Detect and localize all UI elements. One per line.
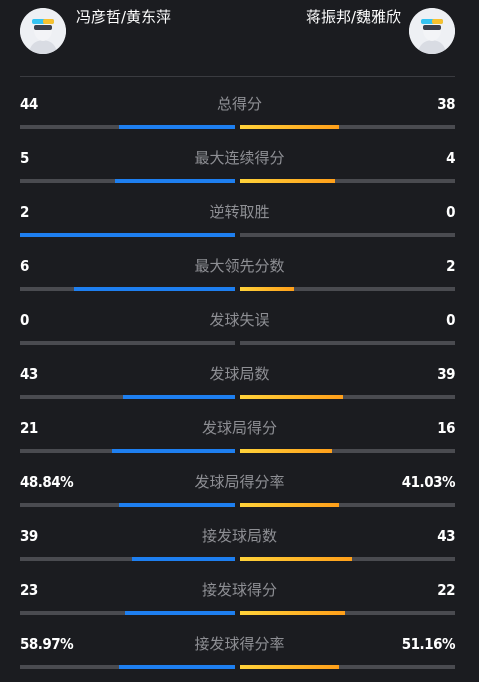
stat-right-bar-track (240, 611, 455, 615)
stat-left-value: 6 (20, 257, 29, 275)
stat-right-bar-track (240, 341, 455, 345)
stats-list: 44 总得分 38 5 最大连续得分 4 2 逆转取胜 0 6 最大领先分数 2 0 发球失误 0 43 发球局… (0, 84, 479, 678)
stat-left-value: 5 (20, 149, 29, 167)
stat-label: 接发球得分 (201, 581, 277, 599)
stat-right-value: 4 (446, 149, 455, 167)
stat-right-value: 41.03% (401, 473, 456, 491)
stat-left-value: 23 (20, 581, 38, 599)
stat-right-bar-fill (240, 179, 335, 183)
stat-row: 6 最大领先分数 2 (0, 246, 479, 300)
stat-row: 21 发球局得分 16 (0, 408, 479, 462)
stat-row: 23 接发球得分 22 (0, 570, 479, 624)
stat-right-bar-track (240, 665, 455, 669)
stat-left-bar-fill (20, 233, 235, 237)
stat-row: 43 发球局数 39 (0, 354, 479, 408)
stat-label: 发球局数 (209, 365, 270, 383)
match-header: 冯彦哲/黄东萍 蒋振邦/魏雅欣 (0, 0, 479, 76)
stat-right-value: 16 (437, 419, 455, 437)
stat-right-bar-fill (240, 611, 345, 615)
stat-left-bar-track (20, 341, 235, 345)
stat-left-value: 21 (20, 419, 38, 437)
header-divider (20, 76, 455, 77)
stat-left-bar-fill (132, 557, 235, 561)
right-team-avatar[interactable] (409, 8, 455, 54)
player-avatar-icon (20, 8, 66, 54)
stat-label: 接发球局数 (201, 527, 277, 545)
stat-left-value: 2 (20, 203, 29, 221)
stat-right-bar-fill (240, 665, 339, 669)
stat-right-bar-track (240, 287, 455, 291)
left-team-name: 冯彦哲/黄东萍 (76, 8, 172, 26)
stat-label: 逆转取胜 (209, 203, 270, 221)
stat-left-bar-track (20, 449, 235, 453)
stat-label: 接发球得分率 (194, 635, 285, 653)
right-team-name: 蒋振邦/魏雅欣 (305, 8, 401, 26)
stat-right-value: 43 (437, 527, 455, 545)
stat-left-value: 0 (20, 311, 29, 329)
stat-right-bar-fill (240, 287, 294, 291)
stat-right-value: 38 (437, 95, 455, 113)
stat-left-value: 43 (20, 365, 38, 383)
left-team-avatar[interactable] (20, 8, 66, 54)
stat-left-bar-fill (125, 611, 235, 615)
stat-label: 最大领先分数 (194, 257, 285, 275)
stat-right-bar-fill (240, 125, 339, 129)
stat-label: 发球局得分 (201, 419, 277, 437)
stat-label: 发球失误 (209, 311, 270, 329)
stat-left-bar-track (20, 611, 235, 615)
stat-label: 发球局得分率 (194, 473, 285, 491)
stat-right-value: 0 (446, 311, 455, 329)
stat-left-bar-fill (123, 395, 235, 399)
stat-row: 39 接发球局数 43 (0, 516, 479, 570)
stat-right-value: 22 (437, 581, 455, 599)
stat-right-bar-fill (240, 449, 332, 453)
stat-left-bar-fill (112, 449, 235, 453)
stat-right-bar-fill (240, 395, 343, 399)
stat-row: 48.84% 发球局得分率 41.03% (0, 462, 479, 516)
stat-row: 44 总得分 38 (0, 84, 479, 138)
stat-left-bar-fill (74, 287, 235, 291)
stat-right-bar-track (240, 449, 455, 453)
stat-left-value: 39 (20, 527, 38, 545)
stat-row: 0 发球失误 0 (0, 300, 479, 354)
stat-right-bar-track (240, 125, 455, 129)
stat-right-bar-track (240, 503, 455, 507)
stat-left-bar-fill (119, 503, 235, 507)
stat-right-value: 2 (446, 257, 455, 275)
stat-left-bar-fill (119, 125, 235, 129)
stat-row: 58.97% 接发球得分率 51.16% (0, 624, 479, 678)
stat-left-bar-track (20, 125, 235, 129)
stat-left-value: 58.97% (20, 635, 74, 653)
stat-row: 2 逆转取胜 0 (0, 192, 479, 246)
stat-left-bar-track (20, 503, 235, 507)
stat-left-value: 48.84% (20, 473, 74, 491)
stat-left-bar-track (20, 665, 235, 669)
stat-label: 最大连续得分 (194, 149, 285, 167)
stat-row: 5 最大连续得分 4 (0, 138, 479, 192)
stat-label: 总得分 (216, 95, 262, 113)
stat-right-value: 51.16% (401, 635, 456, 653)
stat-left-bar-fill (119, 665, 235, 669)
stat-left-bar-fill (115, 179, 235, 183)
stat-right-bar-track (240, 233, 455, 237)
stat-right-value: 39 (437, 365, 455, 383)
stat-left-value: 44 (20, 95, 38, 113)
player-avatar-icon (409, 8, 455, 54)
stat-left-bar-track (20, 287, 235, 291)
stat-right-bar-track (240, 557, 455, 561)
stat-right-bar-fill (240, 557, 352, 561)
stat-left-bar-track (20, 233, 235, 237)
stat-left-bar-track (20, 395, 235, 399)
stat-right-bar-track (240, 179, 455, 183)
stat-right-bar-track (240, 395, 455, 399)
stat-left-bar-track (20, 179, 235, 183)
stat-left-bar-track (20, 557, 235, 561)
stat-right-bar-fill (240, 503, 339, 507)
stat-right-value: 0 (446, 203, 455, 221)
